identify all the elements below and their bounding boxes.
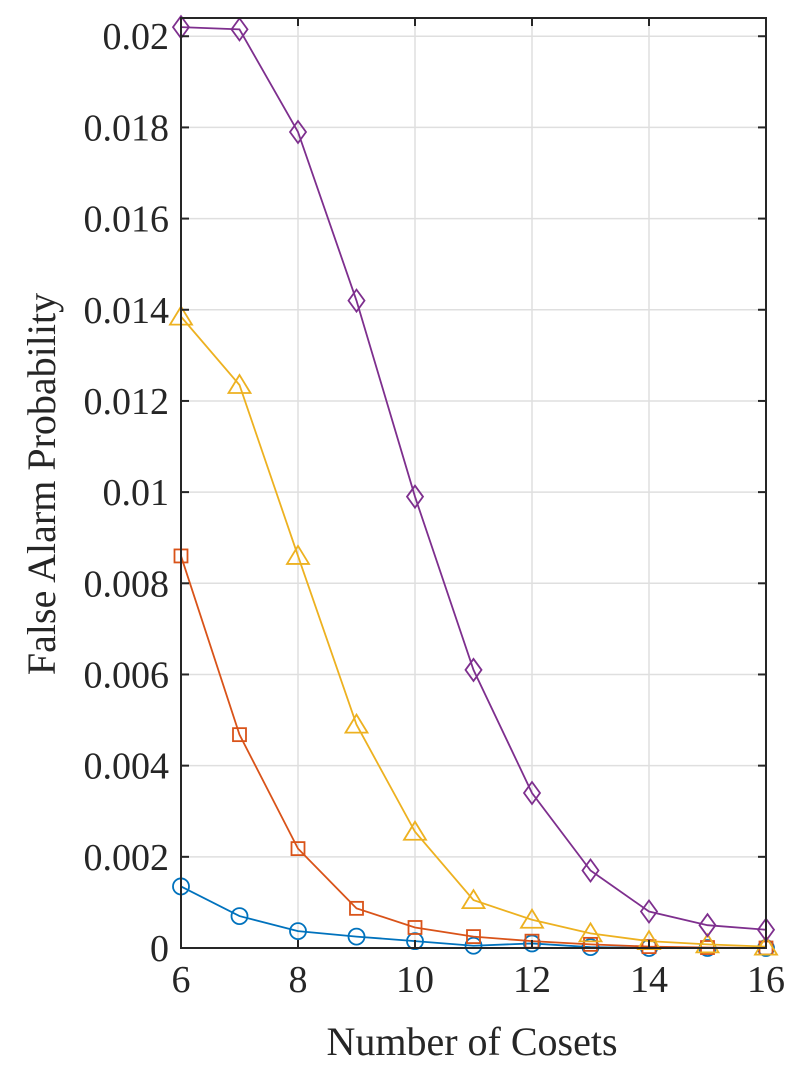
x-tick-label: 6 <box>172 959 191 1001</box>
data-point-diamond <box>230 16 249 42</box>
data-point-diamond <box>405 484 425 510</box>
y-tick-label: 0.02 <box>103 16 170 58</box>
data-point-triangle <box>694 932 721 954</box>
y-tick-label: 0.008 <box>84 563 170 605</box>
x-axis-label: Number of Cosets <box>326 1019 617 1064</box>
data-point-diamond <box>347 288 366 314</box>
x-tick-label: 8 <box>289 959 308 1001</box>
data-point-diamond <box>288 119 308 145</box>
y-tick-label: 0.006 <box>84 654 170 696</box>
series-line <box>180 555 767 949</box>
data-point-diamond <box>522 780 542 806</box>
series-line <box>180 26 767 931</box>
data-point-triangle <box>226 373 253 394</box>
data-point-diamond <box>698 912 717 938</box>
data-point-triangle <box>460 888 487 910</box>
grid <box>180 18 767 949</box>
data-point-diamond <box>464 657 483 683</box>
y-tick-label: 0.014 <box>84 290 170 332</box>
y-tick-label: 0.01 <box>103 472 170 514</box>
data-point-square <box>290 841 306 857</box>
data-point-circle <box>289 922 307 941</box>
series-layer <box>168 14 779 957</box>
x-tick-label: 10 <box>396 959 434 1001</box>
data-point-triangle <box>285 544 311 565</box>
data-point-circle <box>464 936 483 955</box>
y-tick-label: 0.004 <box>84 746 170 788</box>
data-point-triangle <box>636 929 662 951</box>
y-tick-label: 0.016 <box>84 199 170 241</box>
x-tick-label: 14 <box>630 959 668 1001</box>
y-axis-label: False Alarm Probability <box>19 293 64 675</box>
ticks: 6 8 10 12 14 16 0 0.002 0.004 0.006 0.008 0.01 0.012… <box>84 16 786 1001</box>
data-point-circle <box>230 907 249 925</box>
data-point-square <box>466 929 481 945</box>
data-point-diamond <box>639 898 659 925</box>
data-point-square <box>232 727 247 743</box>
data-point-circle <box>347 927 366 946</box>
data-point-triangle <box>753 934 779 956</box>
data-point-diamond <box>581 857 600 884</box>
data-point-triangle <box>343 712 370 734</box>
x-tick-label: 16 <box>747 959 785 1001</box>
series-square <box>173 548 774 956</box>
x-tick-label: 12 <box>513 959 551 1001</box>
y-tick-label: 0 <box>150 928 169 970</box>
data-point-square <box>583 936 598 952</box>
data-point-square <box>349 900 364 916</box>
data-point-triangle <box>402 820 428 841</box>
series-line <box>180 316 767 948</box>
data-point-triangle <box>519 908 545 929</box>
plot-frame <box>180 17 767 949</box>
data-point-triangle <box>577 921 604 943</box>
y-tick-label: 0.002 <box>84 837 170 879</box>
data-point-square <box>407 920 423 935</box>
y-tick-label: 0.012 <box>84 381 170 423</box>
y-tick-label: 0.018 <box>84 107 170 149</box>
series-triangle <box>168 304 779 956</box>
series-diamond <box>171 14 776 943</box>
series-line <box>180 885 766 949</box>
